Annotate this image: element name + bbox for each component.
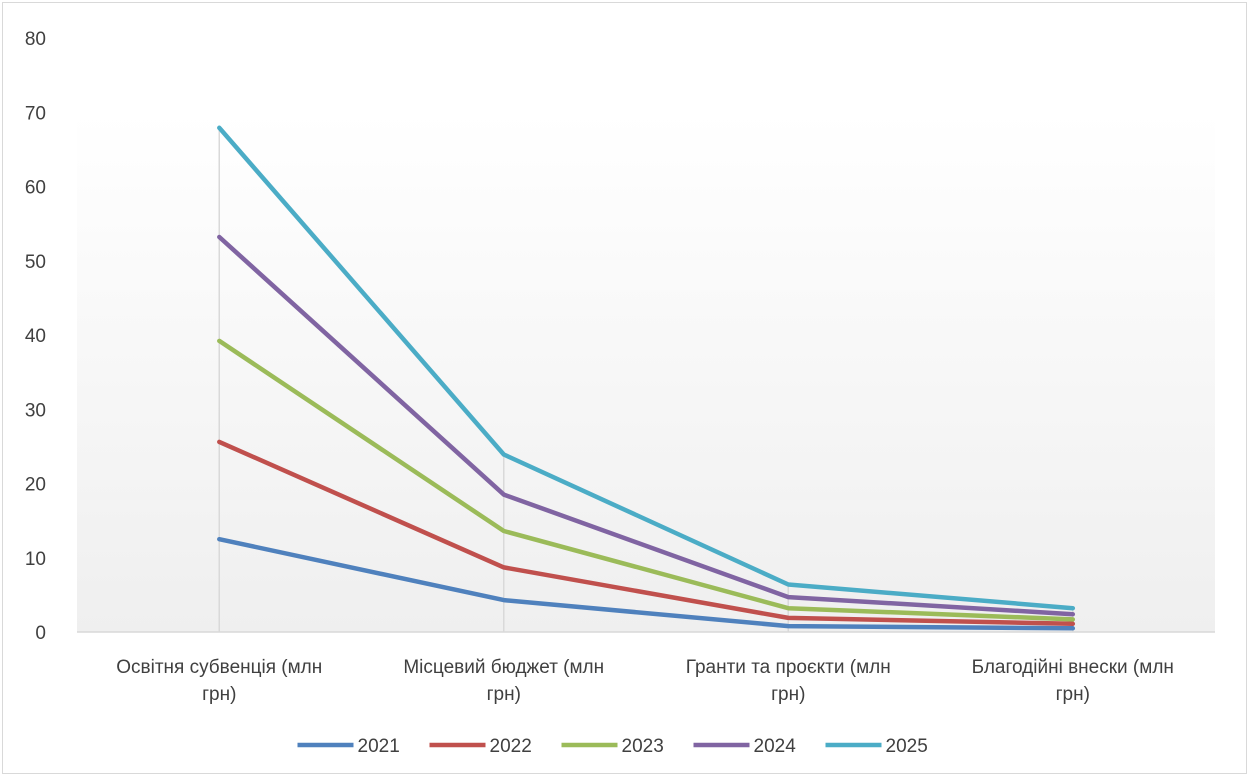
series-line-2021	[217, 536, 1076, 631]
x-category-label: Гранти та проєкти (млн	[686, 657, 891, 678]
series-lines	[217, 125, 1076, 631]
plot-area	[77, 112, 1215, 632]
y-tick-label: 10	[25, 549, 46, 570]
y-tick-label: 50	[25, 252, 46, 273]
legend: 2021 2022 2023 2024 2025	[297, 736, 928, 757]
y-axis-tick-labels: 0 10 20 30 40 50 60 70 80	[25, 29, 46, 644]
legend-label-2021: 2021	[358, 736, 400, 757]
x-category-label: Місцевий бюджет (млн	[403, 657, 604, 678]
y-tick-label: 0	[35, 623, 46, 644]
legend-label-2025: 2025	[886, 736, 928, 757]
legend-label-2023: 2023	[622, 736, 664, 757]
y-tick-label: 70	[25, 103, 46, 124]
y-tick-label: 80	[25, 29, 46, 50]
legend-label-2022: 2022	[490, 736, 532, 757]
y-tick-label: 30	[25, 400, 46, 421]
y-tick-label: 40	[25, 326, 46, 347]
x-category-label: грн)	[771, 684, 805, 705]
x-category-label: Освітня субвенція (млн	[116, 657, 322, 678]
series-line-2023	[217, 338, 1076, 622]
x-axis-category-labels: Освітня субвенція (млн грн) Місцевий бюдже…	[116, 657, 1174, 705]
x-category-label: грн)	[487, 684, 521, 705]
x-category-label: грн)	[1056, 684, 1090, 705]
series-line-2025	[217, 125, 1076, 611]
series-line-2022	[217, 439, 1076, 627]
y-tick-label: 60	[25, 178, 46, 199]
x-category-label: грн)	[202, 684, 236, 705]
series-line-2024	[217, 234, 1076, 617]
legend-label-2024: 2024	[754, 736, 797, 757]
y-tick-label: 20	[25, 475, 46, 496]
x-category-label: Благодійні внески (млн	[972, 657, 1174, 678]
